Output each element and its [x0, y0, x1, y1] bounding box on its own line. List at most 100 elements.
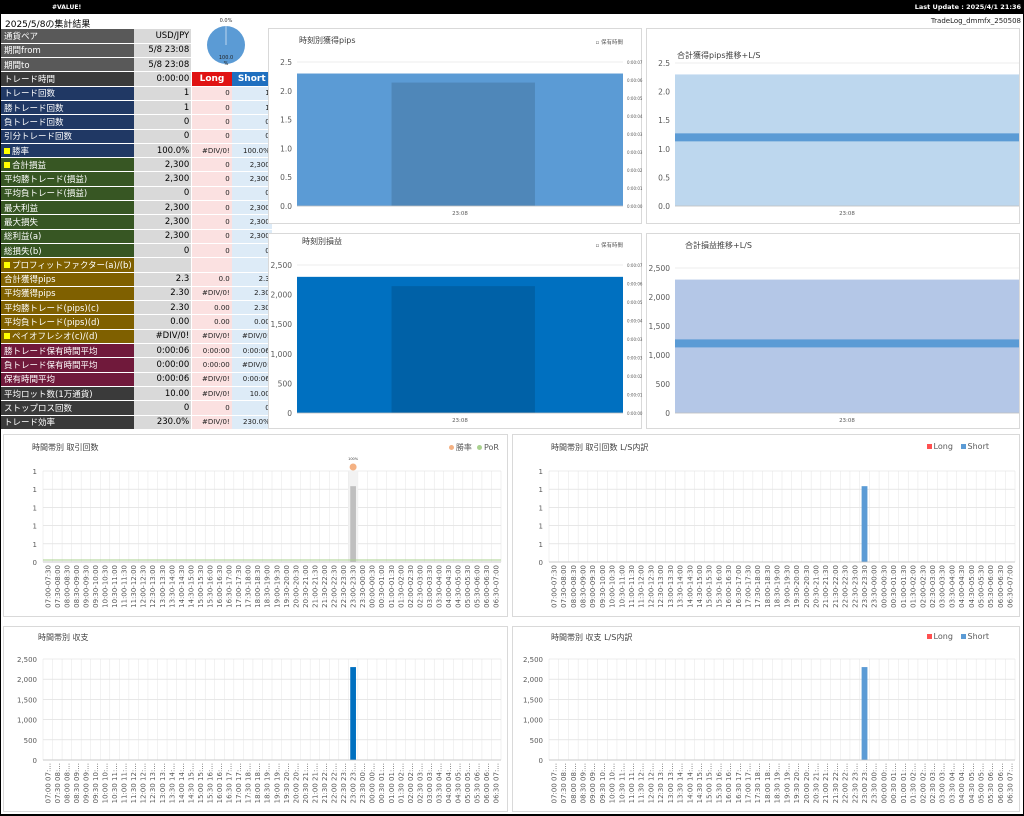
stats-long-value [191, 257, 232, 273]
x-tick-label: 17:30-18:00 [245, 565, 253, 608]
x-tick-label: 20:00 20:... [292, 763, 300, 803]
stats-short-value: 0 [231, 186, 272, 202]
stats-label: 平均勝トレード(pips)(c) [1, 300, 134, 316]
x-tick-label: 03:00-03:30 [939, 565, 947, 608]
chart-title: 時間帯別 取引回数 L/S内訳 [551, 443, 649, 452]
pie-bottom-label: 100.0 [218, 55, 234, 61]
x-tick-label: 09:00-09:30 [589, 565, 597, 608]
x-tick-label: 08:30 09:... [579, 763, 587, 803]
stats-value: 1 [133, 100, 193, 116]
stats-row: ペイオフレシオ(c)/(d) #DIV/0! #DIV/0! #DIV/0! [1, 329, 272, 345]
stats-row: 平均ロット数(1万通貨) 10.00 #DIV/0! 10.00 [1, 386, 272, 402]
stats-row: 平均獲得pips 2.30 #DIV/0! 2.30 [1, 286, 272, 302]
x-tick-label: 04:00-04:30 [958, 565, 966, 608]
x-tick-label: 09:30-10:00 [92, 565, 100, 608]
x-tick-label: 22:30 23:... [340, 763, 348, 803]
section-marker [4, 261, 10, 268]
stats-label: 平均ロット数(1万通貨) [1, 386, 134, 402]
stats-value: 0 [133, 243, 193, 259]
x-tick-label: 08:00-08:30 [63, 565, 71, 608]
stats-value: 5/8 23:08 [133, 57, 193, 73]
x-tick-label: 14:30-15:00 [187, 565, 195, 608]
x-tick-label: 08:30-09:00 [73, 565, 81, 608]
stats-label-text: 勝トレード回数 [4, 103, 64, 114]
stats-label: ストップロス回数 [1, 400, 134, 416]
stats-value: 2.30 [133, 286, 193, 302]
x-tick-label: 06:30-07:00 [493, 565, 501, 608]
stats-long-value: 0 [191, 214, 232, 230]
legend-short: Short [967, 632, 989, 641]
stats-row: プロフィットファクター(a)/(b) [1, 257, 272, 273]
bar [297, 276, 623, 413]
stats-value: 0 [133, 114, 193, 130]
x-tick-label: 09:00 09:... [589, 763, 597, 803]
y-tick-label: 1,500 [523, 696, 543, 704]
x-tick-label: 01:30-02:00 [397, 565, 405, 608]
x-tick-label: 15:30 16:... [715, 763, 723, 803]
x-tick-label: 07:30-08:00 [560, 565, 568, 608]
x-tick-label: 06:30-07:00 [1007, 565, 1015, 608]
x-tick-label: 13:00 13:... [159, 763, 167, 803]
x-tick-label: 18:00-18:30 [764, 565, 772, 608]
page-title: 2025/5/8の集計結果 [5, 20, 91, 30]
y2-tick-label: 0:00:05 [627, 96, 643, 101]
x-tick-label: 02:00 02:... [919, 763, 927, 803]
stats-long-value: #DIV/0! [191, 372, 232, 387]
x-tick-label: 04:30 05:... [968, 763, 976, 803]
stats-short-value: 0 [231, 400, 272, 416]
stats-value: 2,300 [133, 200, 193, 216]
stats-short-value: 230.0% [231, 415, 272, 430]
x-tick-label: 09:00 09:... [82, 763, 90, 803]
x-tick-label: 00:30-01:00 [890, 565, 898, 608]
y-tick-label: 1,500 [17, 696, 37, 704]
x-tick-label: 14:00 14:... [686, 763, 694, 803]
stats-label: 平均獲得pips [1, 286, 134, 302]
x-tick-label: 05:30 06:... [474, 763, 482, 803]
y2-tick-label: 0:00:01 [627, 393, 643, 398]
y-tick-label: 500 [24, 737, 37, 745]
x-tick-label: 01:00 01:... [900, 763, 908, 803]
x-tick-label: 04:30 05:... [455, 763, 463, 803]
y-tick-label: 500 [656, 380, 671, 389]
stats-long-value: #DIV/0! [191, 143, 232, 159]
stats-value: #DIV/0! [133, 329, 193, 345]
stats-value: 2,300 [133, 229, 193, 244]
x-tick-label: 09:00-09:30 [82, 565, 90, 608]
stats-value: 5/8 23:08 [133, 43, 193, 59]
x-tick-label: 06:00-06:30 [483, 565, 491, 608]
stats-long-value: 0.00 [191, 314, 232, 330]
x-tick-label: 06:00 06:... [483, 763, 491, 803]
x-tick-label: 21:00 21:... [311, 763, 319, 803]
hold-time-bar [391, 82, 535, 206]
stats-label-text: 最大利益 [4, 203, 39, 214]
x-tick-label: 00:00-00:30 [880, 565, 888, 608]
win-rate-label: 100% [348, 457, 359, 461]
stats-long-value: 0 [191, 114, 232, 130]
bar [861, 667, 868, 760]
x-tick-label: 11:30 12:... [130, 763, 138, 803]
x-tick-label: 17:30-18:00 [754, 565, 762, 608]
x-tick-label: 08:00-08:30 [570, 565, 578, 608]
stats-row: 負トレード回数000 [1, 114, 272, 130]
y-tick-label: 1 [539, 486, 543, 494]
x-tick-label: 07:00 07:... [44, 763, 52, 803]
y-tick-label: 0.0 [280, 202, 292, 211]
x-tick-label: 09:30-10:00 [599, 565, 607, 608]
chart-title: 時間帯別 収支 [38, 633, 89, 642]
y-tick-label: 2.5 [658, 59, 670, 68]
line-series [675, 133, 1019, 142]
stats-label-text: 通貨ペア [4, 31, 39, 42]
y-tick-label: 2,500 [523, 656, 543, 664]
stats-label-text: 平均負トレード(pips)(d) [4, 318, 100, 329]
x-tick-label: 02:30 03:... [929, 763, 937, 803]
pips-cumulative-panel: 合計獲得pips推移+L/S 0.0 0.5 1.0 1.5 2.0 2.5 23:08 [646, 28, 1020, 224]
x-tick-label: 23:30-00:00 [871, 565, 879, 608]
y2-tick-label: 0:00:04 [627, 114, 643, 119]
pnl-by-slot-panel: 時間帯別 収支 0 500 1,000 1,500 2,000 2,500 07:00 07… [3, 626, 508, 812]
bar [861, 486, 868, 562]
stats-short-value: 2,300 [231, 200, 272, 216]
stats-label-text: 平均勝トレード(pips)(c) [4, 303, 100, 314]
x-tick-label: 03:00 03:... [426, 763, 434, 803]
y-tick-label: 1 [539, 504, 543, 512]
y-tick-label: 0.5 [280, 173, 292, 182]
